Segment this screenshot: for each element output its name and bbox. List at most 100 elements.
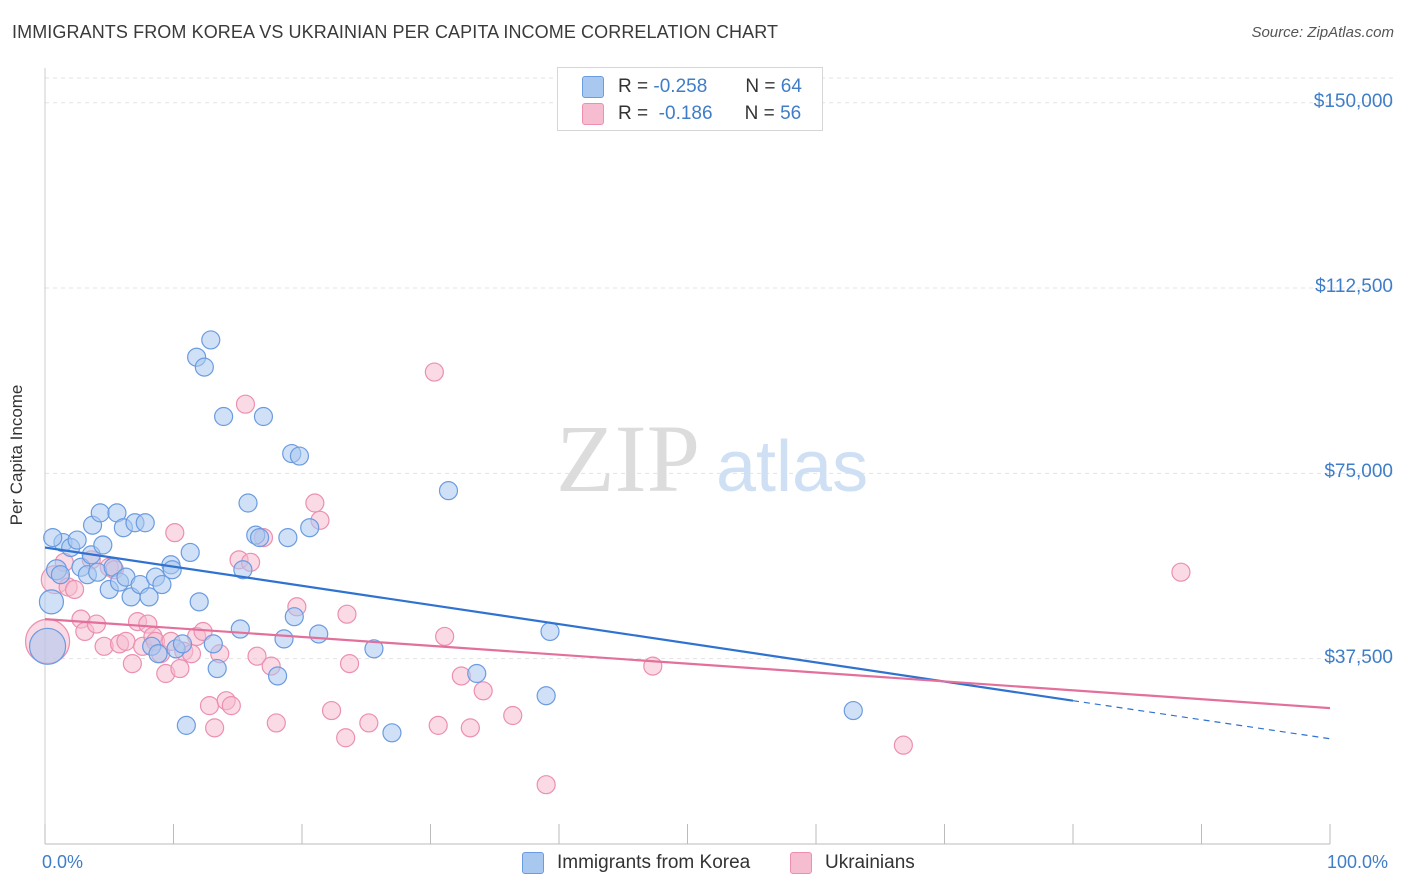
trend-lines bbox=[44, 546, 1331, 740]
ukrainians-point bbox=[503, 705, 523, 726]
axes bbox=[44, 68, 1331, 845]
korea-point bbox=[438, 481, 459, 501]
korea-point bbox=[467, 663, 487, 684]
korea-point bbox=[214, 406, 234, 427]
ukrainians-point bbox=[424, 362, 444, 382]
ukrainians-point bbox=[321, 700, 342, 721]
ukrainians-point bbox=[460, 718, 480, 738]
bottom-legend-ukrainians: Ukrainians bbox=[790, 852, 915, 874]
chart-title: IMMIGRANTS FROM KOREA VS UKRAINIAN PER C… bbox=[12, 22, 779, 42]
legend-r-label: R = bbox=[618, 103, 649, 124]
y-tick-label-75000: $75,000 bbox=[1324, 461, 1393, 483]
ukrainians-point bbox=[305, 493, 325, 513]
korea-point bbox=[180, 542, 200, 563]
legend-n-value-korea: 64 bbox=[780, 76, 802, 97]
korea-point bbox=[300, 518, 320, 538]
korea-point bbox=[139, 587, 159, 607]
ukrainians-point bbox=[339, 654, 360, 674]
korea-point bbox=[540, 621, 560, 642]
bottom-legend-swatch-korea bbox=[522, 852, 544, 874]
ukrainians-point bbox=[536, 775, 556, 795]
legend-n-label: N = bbox=[744, 103, 775, 124]
korea-point bbox=[162, 560, 182, 580]
y-tick-label-112500: $112,500 bbox=[1315, 276, 1393, 298]
bottom-legend-label-ukrainians: Ukrainians bbox=[825, 852, 915, 873]
x-tick-label-min: 0.0% bbox=[42, 852, 84, 872]
korea-point bbox=[843, 700, 863, 721]
korea-point bbox=[207, 658, 227, 679]
ukrainians-point bbox=[473, 681, 493, 701]
korea-point bbox=[249, 527, 270, 548]
legend-swatch-ukrainians bbox=[582, 103, 604, 125]
korea-point bbox=[50, 565, 71, 585]
korea-point bbox=[230, 619, 250, 639]
korea-point bbox=[189, 592, 209, 612]
korea-point bbox=[382, 723, 402, 743]
korea-point bbox=[176, 715, 196, 735]
ukrainians-point bbox=[893, 735, 913, 755]
korea-point bbox=[38, 589, 65, 615]
y-tick-label-37500: $37,500 bbox=[1324, 646, 1393, 668]
source-label: Source: ZipAtlas.com bbox=[1251, 24, 1394, 41]
korea-point bbox=[203, 634, 223, 654]
korea-point bbox=[172, 634, 193, 654]
ukrainians-point bbox=[205, 718, 225, 738]
korea-trend-line bbox=[44, 546, 1074, 702]
ukrainians-point bbox=[235, 394, 256, 414]
korea-point bbox=[274, 629, 294, 649]
stats-legend: R = -0.258 N = 64 R = -0.186 N = 56 bbox=[557, 67, 823, 131]
legend-r-value-ukrainians: -0.186 bbox=[658, 103, 713, 124]
korea-point bbox=[201, 330, 221, 350]
ukrainians-point bbox=[247, 646, 267, 666]
ukrainians-point bbox=[359, 713, 379, 733]
ukrainians-point bbox=[170, 658, 190, 679]
ukrainians-point bbox=[199, 696, 220, 716]
watermark-zip: ZIP bbox=[556, 405, 700, 512]
korea-point bbox=[90, 503, 110, 523]
korea-point bbox=[364, 639, 384, 659]
ukrainians-trend-line bbox=[44, 618, 1331, 710]
korea-point bbox=[289, 446, 310, 466]
korea-point bbox=[238, 493, 258, 513]
korea-point bbox=[278, 527, 298, 548]
bottom-legend-korea: Immigrants from Korea bbox=[522, 852, 750, 874]
ukrainians-point bbox=[337, 604, 357, 624]
legend-n-label: N = bbox=[745, 76, 776, 97]
x-tick-label-max: 100.0% bbox=[1327, 852, 1389, 872]
korea-point bbox=[148, 644, 168, 664]
korea-point bbox=[267, 666, 288, 686]
korea-point bbox=[309, 624, 329, 644]
bottom-legend-label-korea: Immigrants from Korea bbox=[557, 852, 751, 873]
ukrainians-point bbox=[221, 696, 241, 716]
legend-r-label: R = bbox=[618, 76, 649, 97]
korea-point bbox=[284, 607, 304, 627]
ukrainians-point bbox=[266, 713, 286, 733]
watermark: ZIP atlas bbox=[556, 405, 868, 512]
legend-r-value-korea: -0.258 bbox=[653, 76, 708, 97]
korea-point bbox=[28, 627, 67, 665]
korea-point bbox=[152, 574, 172, 595]
watermark-atlas: atlas bbox=[716, 427, 868, 507]
korea-point bbox=[233, 560, 253, 580]
ukrainians-point bbox=[1171, 562, 1191, 582]
korea-point bbox=[67, 530, 87, 550]
series-korea-points bbox=[28, 330, 863, 743]
korea-point bbox=[135, 513, 155, 533]
legend-row-ukrainians: R = -0.186 N = 56 bbox=[558, 101, 801, 127]
korea-point bbox=[253, 406, 274, 427]
legend-swatch-korea bbox=[582, 76, 604, 98]
ukrainians-point bbox=[165, 523, 185, 543]
legend-n-value-ukrainians: 56 bbox=[780, 103, 802, 124]
korea-point bbox=[194, 357, 214, 377]
legend-row-korea: R = -0.258 N = 64 bbox=[558, 74, 802, 100]
korea-point bbox=[536, 686, 556, 706]
ukrainians-point bbox=[428, 715, 448, 735]
ukrainians-point bbox=[116, 631, 136, 651]
ukrainians-point bbox=[336, 728, 356, 748]
y-tick-label-150000: $150,000 bbox=[1313, 90, 1393, 112]
ukrainians-point bbox=[435, 626, 455, 647]
korea-point bbox=[43, 527, 63, 548]
korea-point bbox=[93, 535, 113, 555]
bottom-legend-swatch-ukrainians bbox=[790, 852, 812, 874]
